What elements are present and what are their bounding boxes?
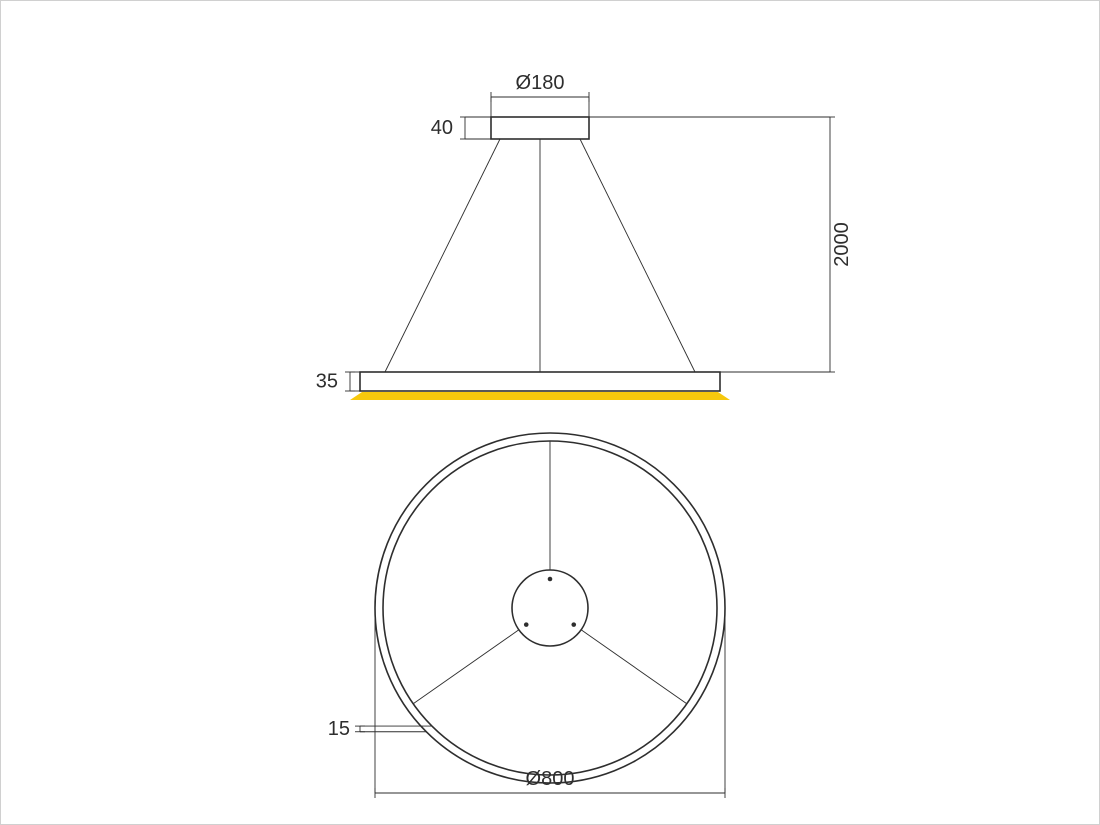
canopy — [491, 117, 589, 139]
label-ring-thickness: 15 — [328, 718, 350, 740]
light-emission — [350, 392, 730, 400]
label-canopy-height: 40 — [431, 117, 453, 139]
label-canopy-diameter: Ø180 — [516, 72, 565, 94]
technical-drawing: Ø180 40 2000 35 15 Ø800 — [0, 0, 1100, 825]
bottom-view — [375, 433, 725, 783]
front-view — [350, 117, 730, 400]
label-drop: 2000 — [831, 222, 853, 267]
hub — [512, 570, 588, 646]
label-ring-diameter: Ø800 — [526, 768, 575, 790]
hub-screw — [571, 622, 576, 627]
hub-screw — [548, 577, 553, 582]
ring-profile — [360, 372, 720, 391]
hub-screw — [524, 622, 529, 627]
label-ring-height: 35 — [316, 371, 338, 393]
